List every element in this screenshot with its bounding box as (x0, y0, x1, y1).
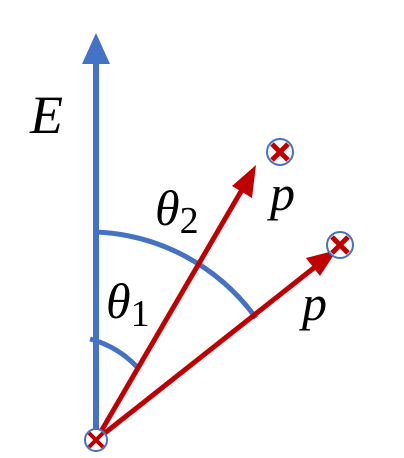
particle (266, 138, 294, 166)
angle-subscript: 2 (180, 200, 199, 242)
dipole-label: p (267, 165, 295, 221)
angle-subscript: 1 (131, 293, 150, 335)
dipole-arrow (94, 265, 317, 442)
dipole-arrow (93, 186, 246, 442)
particle (326, 231, 354, 259)
particle (84, 428, 108, 452)
angle-symbol: θ (155, 180, 180, 236)
dipole-arrowhead (306, 250, 337, 276)
field-arrowhead (82, 33, 110, 64)
field-label: E (29, 85, 63, 145)
dipole-arrowhead (232, 165, 256, 198)
theta2-arc (95, 229, 259, 320)
dipole-label: p (299, 275, 327, 331)
angle-label: θ2 (155, 180, 199, 242)
angle-label: θ1 (106, 273, 150, 335)
angle-symbol: θ (106, 273, 131, 329)
theta1-arc (89, 336, 140, 370)
